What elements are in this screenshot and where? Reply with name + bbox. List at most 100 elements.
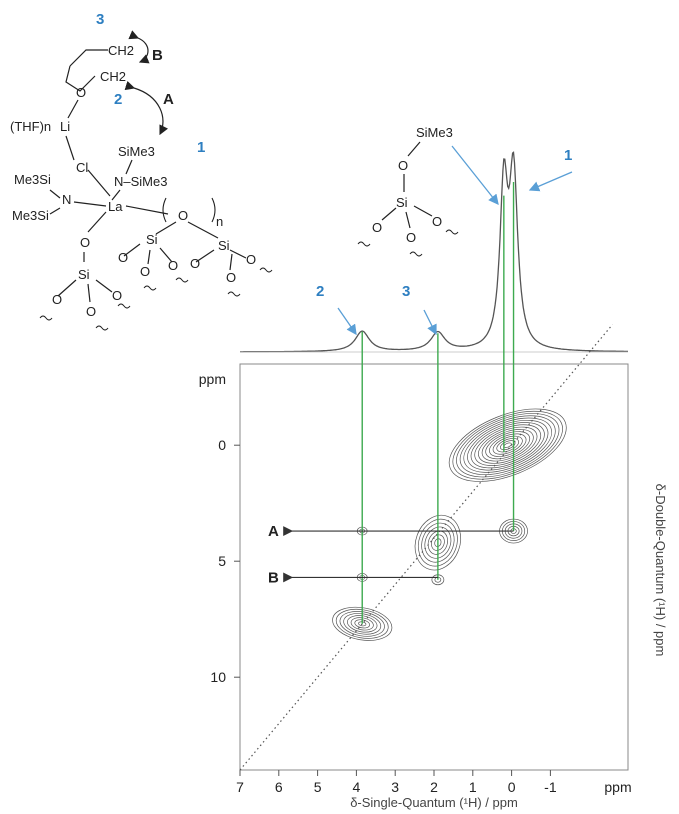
silicon-middle: Si — [146, 232, 158, 247]
silica-bonds — [57, 221, 247, 303]
o-g: O — [52, 292, 62, 307]
cross-peak-label-a: A — [268, 523, 279, 540]
contour-level-0-6 — [470, 422, 545, 469]
y-tick-label: 0 — [218, 437, 226, 453]
sq-projection-spectrum — [240, 151, 628, 353]
x-tick-label: 7 — [236, 779, 244, 795]
y-unit-label: ppm — [199, 371, 226, 387]
x-tick-label: 4 — [353, 779, 361, 795]
contour-level-0-5 — [467, 419, 549, 471]
la-bonds — [87, 205, 169, 233]
thf-ch2-bottom: CH2 — [100, 69, 126, 84]
contour-level-2-0 — [414, 514, 462, 571]
grafted-lanthanum-structure: 3 B 2 A 1 CH2 CH2 O (THF)n Li Cl SiMe3 N… — [10, 11, 273, 331]
contour-level-2-6 — [434, 538, 442, 547]
contour-level-3-1 — [335, 608, 389, 639]
me3si-top: Me3Si — [14, 172, 51, 187]
contour-peaks — [332, 408, 567, 641]
contour-level-3-5 — [350, 617, 374, 631]
x-axis-title: δ-Single-Quantum (¹H) / ppm — [350, 795, 518, 810]
x-tick-label: 6 — [275, 779, 283, 795]
contour-level-0-9 — [481, 429, 534, 462]
peak-label-2: 2 — [316, 283, 324, 300]
x-tick-label: 1 — [469, 779, 477, 795]
cross-peak-label-b: B — [268, 569, 279, 586]
o-c: O — [140, 264, 150, 279]
inset-bond-1 — [407, 141, 421, 157]
contour-level-0-12 — [492, 435, 523, 455]
x-tick-label: -1 — [544, 779, 557, 795]
contour-level-0-4 — [463, 417, 553, 473]
contour-level-0-3 — [459, 415, 556, 476]
la-oxygen: O — [80, 235, 90, 250]
cross-peak-arrows: AB — [268, 523, 514, 586]
inset-oxygen-left: O — [372, 220, 382, 235]
structure-label-1: 1 — [197, 139, 205, 156]
structure-label-2: 2 — [114, 91, 122, 108]
x-tick-label: 0 — [508, 779, 516, 795]
o-d: O — [190, 256, 200, 271]
thf-n-label: (THF)n — [10, 119, 51, 134]
li-atom: Li — [60, 119, 70, 134]
thf-ch2-top: CH2 — [108, 43, 134, 58]
contour-level-0-15 — [503, 442, 512, 448]
inset-oxygen-bottom: O — [406, 230, 416, 245]
me3si-bottom: Me3Si — [12, 208, 49, 223]
surface-wavy-bonds — [39, 267, 273, 331]
dq-diagonal-line — [239, 324, 613, 771]
amide-n-silyl: N–SiMe3 — [114, 174, 167, 189]
silyl-group-1: SiMe3 — [118, 144, 155, 159]
contour-level-3-3 — [343, 613, 382, 635]
contour-level-0-10 — [485, 431, 531, 460]
y-axis-ticks: 0 5 10 ppm — [199, 371, 240, 685]
amide-bonds-2 — [49, 189, 107, 215]
plot-frame — [239, 363, 629, 771]
silicon-right: Si — [218, 238, 230, 253]
silicon-lower: Si — [78, 267, 90, 282]
inset-oxygen-right: O — [432, 214, 442, 229]
green-guide-lines — [361, 182, 515, 624]
surface-silyl-inset: SiMe3 O Si O O O — [357, 125, 499, 257]
structure-label-a: A — [163, 91, 174, 108]
lanthanum-atom: La — [108, 199, 123, 214]
contour-level-2-5 — [431, 534, 445, 551]
peak-label-3: 3 — [402, 283, 410, 300]
contour-level-0-1 — [452, 410, 563, 480]
peak-label-1: 1 — [564, 147, 572, 164]
o-f: O — [226, 270, 236, 285]
repeat-brackets — [162, 197, 216, 223]
cl-atom: Cl — [76, 160, 88, 175]
structure-label-3: 3 — [96, 11, 104, 28]
structure-label-b: B — [152, 47, 163, 64]
contour-level-3-2 — [339, 611, 385, 637]
x-unit-label: ppm — [604, 779, 631, 795]
amide-bonds-1 — [111, 159, 133, 201]
x-tick-label: 3 — [391, 779, 399, 795]
thf-oxygen: O — [76, 85, 86, 100]
amide-n2: N — [62, 192, 71, 207]
inset-silicon: Si — [396, 195, 408, 210]
curved-arrow-a — [124, 80, 169, 136]
li-bonds — [65, 99, 111, 197]
inset-simE3: SiMe3 — [416, 125, 453, 140]
inset-oxygen-top: O — [398, 158, 408, 173]
inset-pointer-arrow — [451, 145, 499, 206]
y-tick-label: 10 — [210, 669, 226, 685]
contour-level-2-1 — [417, 518, 458, 567]
x-axis-ticks: 7 6 5 4 3 2 1 0 -1 ppm — [236, 770, 632, 795]
y-axis-title: δ-Double-Quantum (¹H) / ppm — [653, 484, 668, 657]
projection-peak-labels: 2 3 1 — [316, 147, 573, 336]
peak-arrow-1 — [528, 171, 573, 192]
inset-si-bonds — [381, 205, 433, 229]
contour-level-3-0 — [332, 606, 393, 641]
projection-trace — [240, 151, 628, 353]
y-tick-label: 5 — [218, 553, 226, 569]
inset-wavy-bonds — [357, 229, 459, 257]
bridging-oxygen: O — [178, 208, 188, 223]
contour-level-0-13 — [496, 438, 520, 453]
thf-ring-bonds — [65, 49, 108, 92]
contour-level-2-2 — [421, 522, 455, 563]
contour-level-3-4 — [347, 615, 378, 633]
